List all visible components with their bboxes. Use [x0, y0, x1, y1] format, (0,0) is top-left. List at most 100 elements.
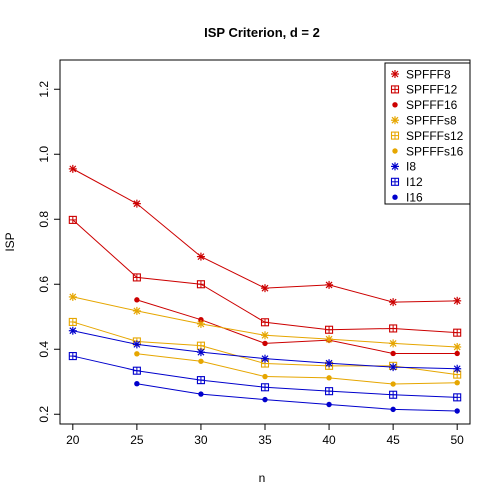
x-tick-label: 50	[451, 433, 465, 447]
data-point	[325, 335, 334, 344]
data-point	[389, 298, 398, 307]
data-point	[454, 380, 460, 386]
legend-item: I8	[391, 160, 416, 174]
data-point	[389, 339, 398, 348]
data-point	[132, 199, 141, 208]
y-tick-label: 0.4	[37, 341, 51, 358]
data-point	[261, 354, 269, 363]
legend-label: SPFFF8	[406, 67, 451, 81]
legend-item: SPFFFs8	[391, 114, 457, 128]
data-point	[454, 408, 460, 414]
y-tick-label: 1.0	[37, 146, 51, 163]
legend-item: I16	[392, 191, 423, 205]
series-I8	[68, 326, 462, 373]
series-line	[72, 219, 458, 334]
legend-marker	[392, 194, 398, 200]
data-point	[453, 296, 462, 305]
legend-label: SPFFFs8	[406, 114, 457, 128]
data-point	[68, 292, 77, 301]
data-point	[325, 280, 334, 289]
data-point	[262, 396, 268, 403]
x-tick-label: 30	[194, 433, 208, 447]
legend-marker	[391, 70, 399, 78]
legend-label: I16	[406, 191, 423, 205]
x-tick-label: 40	[322, 433, 336, 447]
data-point	[132, 366, 141, 375]
data-point	[326, 375, 332, 381]
y-axis: 0.2 0.4 0.6 0.8 1.0 1.2	[37, 81, 61, 423]
data-point	[68, 215, 77, 224]
legend-marker	[392, 102, 398, 108]
data-point	[390, 381, 396, 387]
data-point	[134, 351, 140, 357]
x-axis: 20 25 30 35 40 45 50	[66, 423, 465, 447]
data-point	[68, 164, 77, 173]
legend-item: SPFFFs16	[392, 144, 464, 158]
data-point	[198, 358, 204, 364]
legend-item: SPFFFs12	[390, 129, 464, 143]
legend-label: I12	[406, 175, 423, 189]
x-tick-label: 45	[386, 433, 400, 447]
data-point	[325, 387, 334, 396]
series-SPFFF12	[68, 215, 462, 337]
series-layer	[68, 164, 462, 414]
legend-marker	[390, 177, 400, 186]
legend-item: SPFFF12	[390, 83, 458, 97]
legend-item: SPFFF8	[391, 67, 451, 81]
data-point	[325, 359, 334, 368]
data-point	[196, 341, 205, 350]
series-I16	[134, 381, 460, 414]
x-tick-label: 35	[258, 433, 272, 447]
legend-item: I12	[390, 175, 423, 189]
legend-marker	[391, 162, 399, 171]
y-tick-label: 0.6	[37, 276, 51, 293]
legend-label: SPFFF12	[406, 83, 458, 97]
data-point	[262, 340, 268, 347]
data-point	[261, 331, 269, 340]
legend-label: SPFFFs12	[406, 129, 464, 143]
data-point	[68, 352, 77, 361]
legend-item: SPFFF16	[392, 98, 458, 112]
data-point	[453, 364, 462, 373]
data-point	[198, 391, 204, 397]
legend-label: I8	[406, 160, 416, 174]
data-point	[261, 284, 269, 293]
data-point	[260, 383, 270, 392]
series-SPFFFs16	[134, 351, 460, 387]
data-point	[132, 273, 141, 282]
legend-box	[384, 62, 471, 205]
legend-marker	[392, 148, 398, 154]
data-point	[134, 297, 140, 303]
data-point	[325, 325, 334, 334]
data-point	[196, 376, 205, 385]
data-point	[198, 316, 204, 323]
series-SPFFF8	[68, 164, 462, 307]
series-line	[136, 353, 458, 385]
data-point	[454, 350, 460, 357]
data-point	[262, 373, 268, 380]
data-point	[68, 317, 77, 327]
data-point	[389, 363, 398, 372]
data-point	[389, 324, 398, 333]
data-point	[326, 401, 332, 408]
y-tick-label: 0.2	[37, 406, 51, 423]
series-I12	[68, 352, 462, 402]
data-point	[390, 350, 396, 357]
y-axis-label: ISP	[3, 232, 17, 251]
data-point	[132, 306, 141, 315]
x-axis-label: n	[259, 471, 266, 485]
data-point	[453, 328, 462, 337]
legend-marker	[390, 131, 400, 140]
data-point	[389, 390, 398, 399]
data-point	[453, 342, 462, 351]
series-line	[136, 299, 458, 354]
x-tick-label: 20	[66, 433, 80, 447]
data-point	[390, 406, 396, 413]
data-point	[196, 280, 205, 289]
series-SPFFFs8	[68, 292, 462, 351]
data-point	[196, 348, 205, 357]
legend-label: SPFFFs16	[406, 144, 464, 158]
chart-title: ISP Criterion, d = 2	[204, 25, 320, 40]
data-point	[134, 381, 140, 387]
